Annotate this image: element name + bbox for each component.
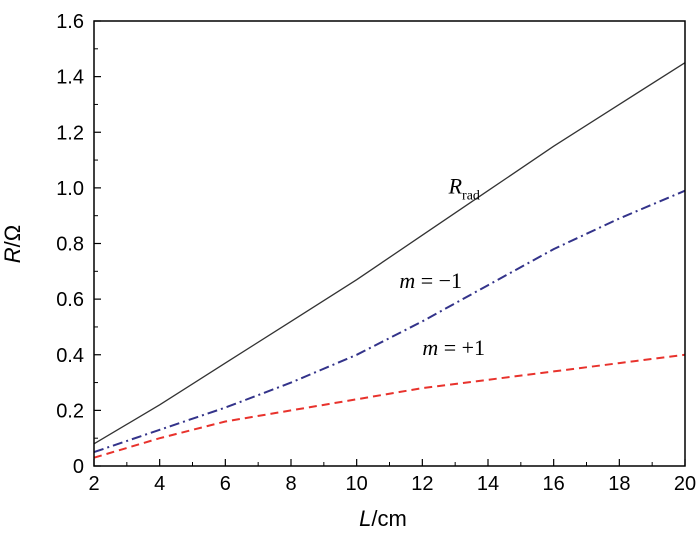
series-label-0: Rrad [448,173,480,203]
x-tick-label: 6 [220,473,231,495]
y-tick-label: 1.2 [56,122,84,144]
series-label-subscript: rad [462,188,480,203]
y-tick-label: 0.8 [56,234,84,256]
x-tick-label: 2 [88,473,99,495]
x-tick-label: 12 [411,473,433,495]
series-line-2 [93,353,686,459]
x-tick-label: 18 [608,473,630,495]
series-label-value: = +1 [438,335,485,360]
plot-frame [93,20,686,467]
y-axis-title: R/Ω [0,225,25,263]
y-tick-label: 0.4 [56,345,84,367]
series-layer [93,62,686,459]
y-axis-unit: /Ω [0,225,25,248]
y-tick-label: 0 [73,456,84,478]
series-line-0 [93,62,686,445]
y-tick-label: 1.6 [56,11,84,33]
axis-ticks [93,20,686,467]
x-axis-var: L [359,506,371,531]
x-tick-label: 20 [674,473,696,495]
y-tick-label: 1.4 [56,67,84,89]
series-label-value: = −1 [415,268,462,293]
y-tick-label: 0.6 [56,289,84,311]
x-axis-title: L/cm [359,506,407,531]
tick-labels: 2 4 6 8 10 12 14 16 18 20 0 0.2 0.4 0.6 0.8 1.0 1.2 1.4 1.… [56,11,696,495]
x-tick-label: 16 [543,473,565,495]
x-tick-label: 8 [285,473,296,495]
series-label-var: m [399,268,415,293]
y-axis-var: R [0,247,25,263]
series-label-var: R [448,173,463,198]
series-label-var: m [422,335,438,360]
x-tick-label: 10 [346,473,368,495]
series-label-1: m = −1 [399,268,462,293]
series-line-1 [93,189,686,454]
x-tick-label: 4 [154,473,165,495]
x-tick-label: 14 [477,473,499,495]
x-axis-unit: /cm [371,506,406,531]
y-tick-label: 0.2 [56,400,84,422]
y-tick-label: 1.0 [56,178,84,200]
series-label-2: m = +1 [422,335,485,360]
